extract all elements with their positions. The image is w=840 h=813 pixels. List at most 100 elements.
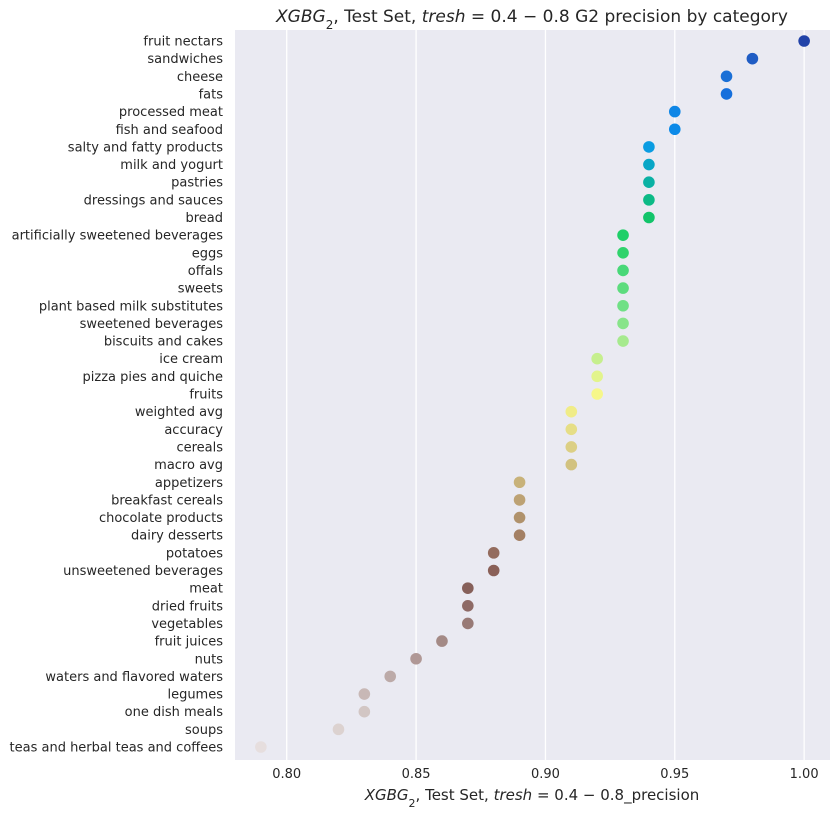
data-point <box>720 70 733 83</box>
category-label: legumes <box>167 688 223 703</box>
category-label: processed meat <box>119 105 223 120</box>
data-point <box>643 194 655 206</box>
data-point <box>487 547 500 559</box>
category-label: sandwiches <box>147 52 223 67</box>
category-label: dairy desserts <box>131 529 223 544</box>
data-point <box>565 405 578 418</box>
title-model-sub: 2 <box>326 18 334 32</box>
data-point <box>513 476 526 489</box>
category-label: appetizers <box>155 476 223 491</box>
xlabel-mid: , Test Set, <box>416 786 494 804</box>
x-tick-label: 1.00 <box>790 767 819 782</box>
category-label: nuts <box>195 652 224 667</box>
data-point <box>462 582 474 594</box>
data-point <box>643 176 655 188</box>
category-label: pastries <box>171 176 223 191</box>
data-point <box>643 158 655 171</box>
data-point <box>798 35 810 47</box>
data-point <box>643 211 655 224</box>
data-point <box>617 299 629 312</box>
data-point <box>720 88 733 100</box>
title-tail: G2 precision by category <box>570 7 788 27</box>
chart-title: XGBG2, Test Set, tresh = 0.4 − 0.8 G2 pr… <box>275 7 788 32</box>
category-label: eggs <box>192 246 224 261</box>
category-label: cheese <box>177 70 223 85</box>
data-point <box>384 670 397 683</box>
category-label: waters and flavored waters <box>45 670 223 685</box>
category-label: milk and yogurt <box>120 158 223 173</box>
data-point <box>746 52 759 65</box>
category-label: soups <box>185 723 223 738</box>
category-label: breakfast cereals <box>111 493 223 508</box>
data-point <box>436 635 448 647</box>
x-tick-labels: 0.80 0.85 0.90 0.95 1.00 <box>272 767 818 782</box>
category-label: dried fruits <box>152 599 223 614</box>
category-label: fruit nectars <box>143 35 223 50</box>
title-mid: , Test Set, <box>333 7 421 27</box>
data-point <box>617 317 629 330</box>
data-point <box>617 264 629 277</box>
data-point <box>513 529 526 541</box>
category-label: accuracy <box>164 423 223 438</box>
data-point <box>565 423 578 436</box>
category-label: weighted avg <box>135 405 223 420</box>
category-label: plant based milk substitutes <box>39 299 223 314</box>
gridlines <box>286 30 805 760</box>
category-label: ice cream <box>159 352 223 367</box>
data-point <box>591 352 603 365</box>
data-point <box>513 494 526 506</box>
data-point <box>643 141 655 153</box>
x-tick-label: 0.95 <box>660 767 689 782</box>
category-label: sweets <box>178 282 223 297</box>
data-point <box>617 335 629 347</box>
data-point <box>358 705 371 718</box>
data-point <box>513 511 526 524</box>
data-point <box>410 652 422 665</box>
data-point <box>462 600 474 612</box>
category-label: fish and seafood <box>116 123 223 138</box>
data-point <box>617 282 629 294</box>
data-point <box>668 105 681 118</box>
category-label: bread <box>185 211 223 226</box>
xlabel-range: = 0.4 − 0.8 <box>532 786 624 804</box>
xlabel-model: XGBG <box>364 786 409 804</box>
data-point <box>462 617 474 630</box>
title-tresh: tresh <box>422 7 466 27</box>
category-label: fruit juices <box>155 635 224 650</box>
data-point <box>591 370 603 383</box>
title-range: = 0.4 − 0.8 <box>466 7 570 27</box>
category-label: pizza pies and quiche <box>83 370 223 385</box>
xlabel-tail: _precision <box>623 786 699 805</box>
x-tick-label: 0.85 <box>402 767 431 782</box>
category-label: cereals <box>176 440 223 455</box>
category-label: biscuits and cakes <box>104 335 223 350</box>
category-label: fruits <box>189 388 223 403</box>
category-label: one dish meals <box>125 705 224 720</box>
data-points <box>255 35 810 753</box>
category-label: sweetened beverages <box>80 317 224 332</box>
category-label: artificially sweetened beverages <box>12 229 224 244</box>
data-point <box>617 247 629 259</box>
data-point <box>487 564 500 577</box>
data-point <box>668 123 681 136</box>
data-point <box>255 741 267 753</box>
category-label: chocolate products <box>99 511 223 526</box>
xlabel-model-sub: 2 <box>409 797 416 810</box>
data-point <box>565 458 578 471</box>
data-point <box>358 688 371 700</box>
data-point <box>591 388 603 400</box>
plot-background <box>235 30 830 760</box>
category-label: potatoes <box>166 546 223 561</box>
category-label: offals <box>188 264 223 279</box>
data-point <box>565 441 578 453</box>
category-label: fats <box>199 87 224 102</box>
x-tick-label: 0.80 <box>272 767 301 782</box>
category-label: dressings and sauces <box>84 193 224 208</box>
category-labels: fruit nectars sandwiches cheese fats process… <box>10 35 224 756</box>
x-axis-label: XGBG2, Test Set, tresh = 0.4 − 0.8_preci… <box>364 786 700 810</box>
xlabel-tresh: tresh <box>494 786 533 804</box>
category-label: vegetables <box>151 617 223 632</box>
data-point <box>332 723 345 736</box>
category-label: macro avg <box>154 458 223 473</box>
title-model: XGBG <box>275 7 326 27</box>
